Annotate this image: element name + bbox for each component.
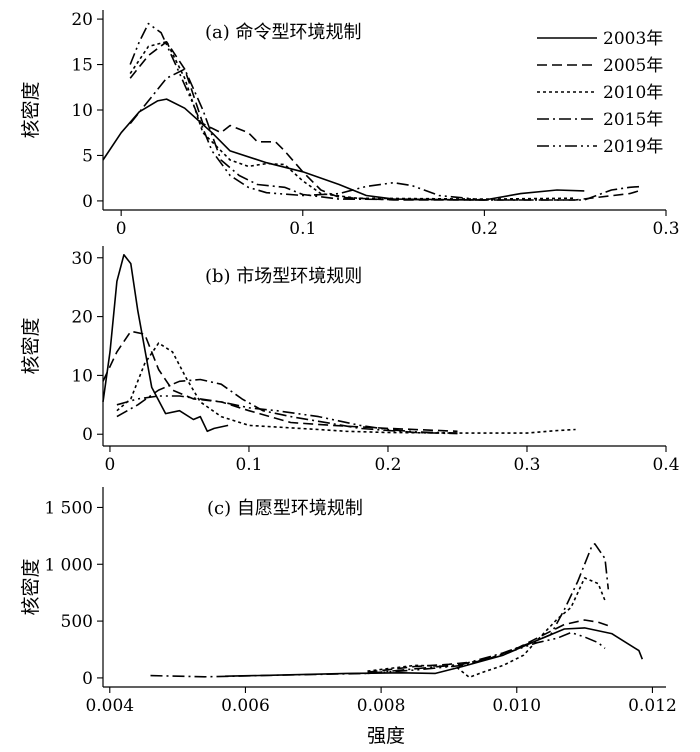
panel-b-series-2005年 xyxy=(102,330,458,433)
panel-b-title: (b) 市场型环境规则 xyxy=(205,266,362,287)
panel-a-series-2015年 xyxy=(129,68,643,201)
panel-b-y-tick-label: 0 xyxy=(82,425,93,445)
panel-b-series-2010年 xyxy=(116,342,576,434)
panel-b-series-2015年 xyxy=(116,378,458,435)
panel-c-ticks: 0.004 0.006 0.008 0.010 0.012 0 500 1 000 1 500 xyxy=(44,498,676,716)
panel-a-x-tick-label: 0.3 xyxy=(652,219,679,239)
panel-a-x-tick-label: 0.2 xyxy=(471,219,498,239)
panel-b: (b) 市场型环境规则 核密度 0 0.1 0.2 0.3 0.4 0 10 20 30 xyxy=(20,246,680,475)
x-axis-label: 强度 xyxy=(367,725,405,747)
legend-entry-2010: 2010年 xyxy=(537,83,663,103)
panel-b-ticks: 0 0.1 0.2 0.3 0.4 0 10 20 30 xyxy=(71,249,679,475)
panel-c-y-label: 核密度 xyxy=(20,558,42,615)
panel-c-x-tick-label: 0.004 xyxy=(85,696,134,716)
panel-b-x-tick-label: 0.2 xyxy=(374,455,401,475)
panel-b-y-tick-label: 30 xyxy=(71,249,93,269)
panel-a: (a) 命令型环境规制 核密度 0 0.1 0.2 0.3 0 5 10 15 20 xyxy=(20,10,680,239)
panel-a-y-tick-label: 20 xyxy=(71,10,93,30)
panel-a-y-tick-label: 10 xyxy=(71,101,93,121)
panel-c-series-2015年 xyxy=(150,542,610,678)
panel-a-series-2010年 xyxy=(129,40,576,200)
panel-b-y-tick-label: 20 xyxy=(71,308,93,328)
panel-b-series-2019年 xyxy=(116,395,458,434)
panel-a-lines xyxy=(102,22,643,201)
panel-b-series-2003年 xyxy=(102,254,229,433)
legend: 2003年 2005年 2010年 2015年 2019年 xyxy=(537,29,663,157)
panel-c-x-tick-label: 0.010 xyxy=(492,696,541,716)
panel-c-x-tick-label: 0.008 xyxy=(357,696,406,716)
panel-a-series-2005年 xyxy=(129,40,640,201)
legend-entry-2005: 2005年 xyxy=(537,56,663,76)
panel-c-y-tick-label: 1 000 xyxy=(44,555,93,575)
panel-b-x-tick-label: 0.1 xyxy=(235,455,262,475)
panel-a-ticks: 0 0.1 0.2 0.3 0 5 10 15 20 xyxy=(71,10,679,239)
panel-c-x-tick-label: 0.012 xyxy=(628,696,677,716)
panel-c-series-2010年 xyxy=(367,577,606,679)
panel-a-x-tick-label: 0.1 xyxy=(289,219,316,239)
panel-c-series-2019年 xyxy=(367,631,606,675)
panel-c-lines xyxy=(150,542,644,679)
panel-a-y-tick-label: 5 xyxy=(82,146,93,166)
panel-c-title: (c) 自愿型环境规制 xyxy=(207,498,363,519)
panel-c-y-tick-label: 0 xyxy=(82,669,93,689)
panel-b-y-label: 核密度 xyxy=(20,317,42,374)
panel-b-lines xyxy=(102,254,576,435)
panel-c-y-tick-label: 1 500 xyxy=(44,498,93,518)
panel-c: (c) 自愿型环境规制 核密度 0.004 0.006 0.008 0.010 0.01… xyxy=(20,487,677,716)
panel-a-y-tick-label: 0 xyxy=(82,192,93,212)
panel-a-y-tick-label: 15 xyxy=(71,56,93,76)
legend-entry-2003: 2003年 xyxy=(537,29,663,49)
legend-label-2015: 2015年 xyxy=(603,110,663,130)
panel-c-series-2003年 xyxy=(225,627,644,677)
panel-c-y-tick-label: 500 xyxy=(61,612,93,632)
legend-entry-2015: 2015年 xyxy=(537,110,663,130)
panel-b-y-tick-label: 10 xyxy=(71,366,93,386)
legend-label-2019: 2019年 xyxy=(603,137,663,157)
panel-c-x-tick-label: 0.006 xyxy=(221,696,270,716)
legend-label-2003: 2003年 xyxy=(603,29,663,49)
panel-b-x-tick-label: 0.4 xyxy=(652,455,679,475)
panel-a-series-2003年 xyxy=(102,98,585,201)
panel-a-x-tick-label: 0 xyxy=(116,219,127,239)
legend-label-2005: 2005年 xyxy=(603,56,663,76)
legend-entry-2019: 2019年 xyxy=(537,137,663,157)
panel-b-x-tick-label: 0.3 xyxy=(513,455,540,475)
panel-a-y-label: 核密度 xyxy=(20,81,42,138)
panel-a-title: (a) 命令型环境规制 xyxy=(205,22,362,43)
legend-label-2010: 2010年 xyxy=(603,83,663,103)
panel-b-x-tick-label: 0 xyxy=(105,455,116,475)
panel-a-series-2019年 xyxy=(129,22,485,201)
panel-c-series-2005年 xyxy=(367,619,612,673)
